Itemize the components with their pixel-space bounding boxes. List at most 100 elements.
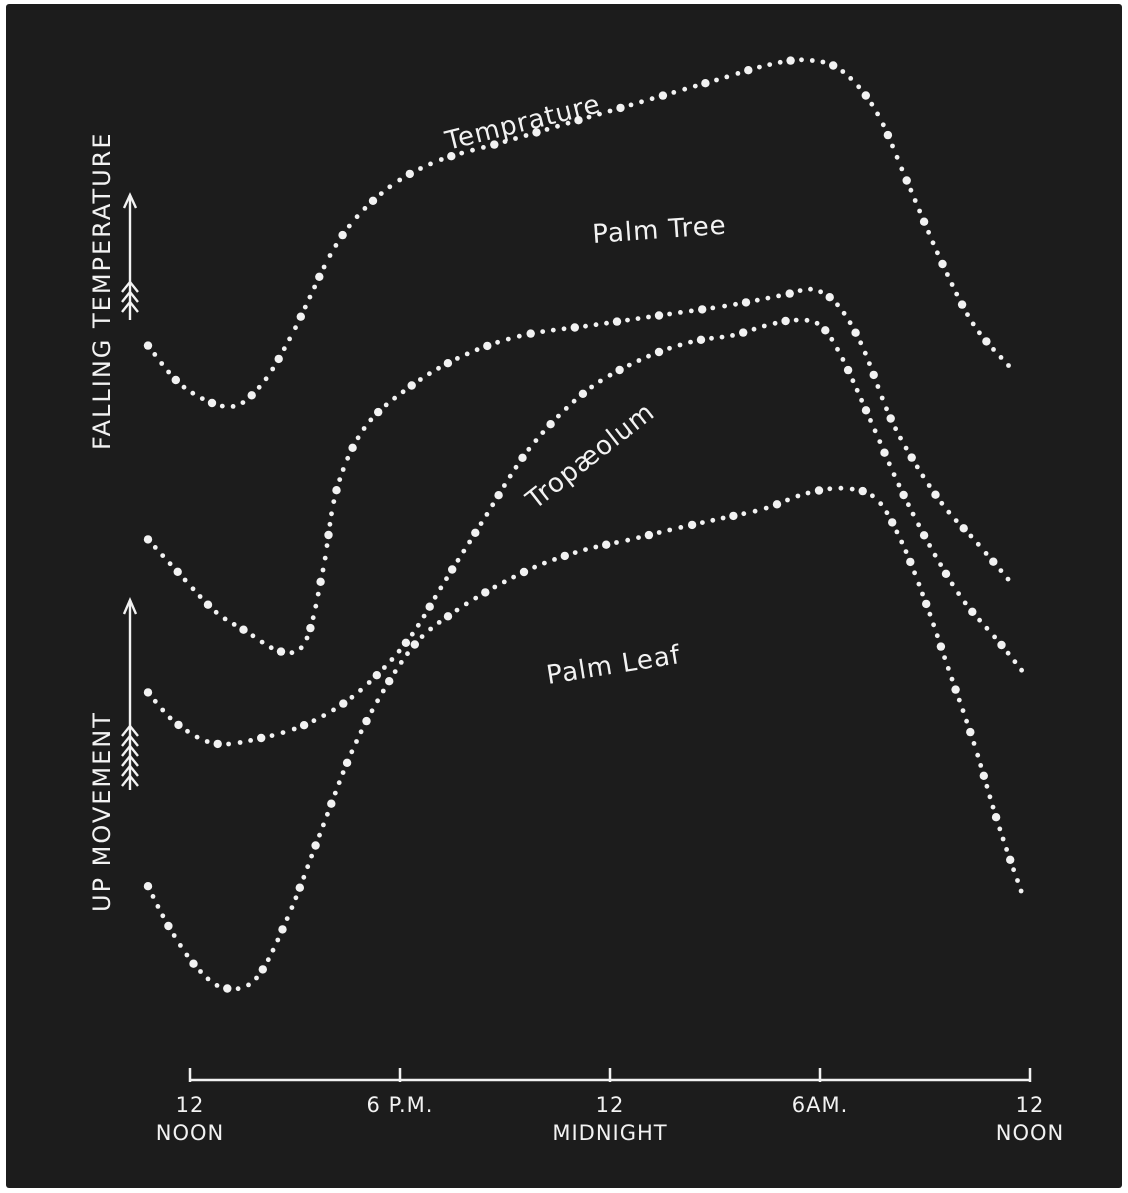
series-3-point xyxy=(342,758,352,767)
series-1-point xyxy=(953,518,959,523)
series-0-point xyxy=(362,206,368,211)
series-2-point xyxy=(814,320,820,326)
series-2-point xyxy=(906,502,911,508)
series-3-point xyxy=(246,982,251,988)
series-2-point xyxy=(415,622,421,628)
series-3-point xyxy=(184,952,190,958)
series-3-point xyxy=(984,783,990,789)
series-2-point xyxy=(540,430,546,435)
series-0-point xyxy=(658,91,668,100)
series-0-point xyxy=(405,169,414,179)
series-0-point xyxy=(368,196,378,205)
series-3-point xyxy=(927,611,933,617)
series-1-point xyxy=(879,395,885,401)
series-3-point xyxy=(254,975,259,981)
series-2-point xyxy=(615,365,624,375)
x-tick-sublabel-4: NOON xyxy=(996,1121,1064,1145)
series-0-point xyxy=(354,214,360,220)
series-1-point xyxy=(190,586,196,592)
series-0-point xyxy=(207,398,217,408)
series-2-point xyxy=(589,384,594,390)
series-3-point xyxy=(849,486,855,492)
series-1-point xyxy=(495,339,500,345)
series-2-point xyxy=(382,665,387,670)
series-0-point xyxy=(908,187,914,193)
series-2-point xyxy=(546,420,555,429)
series-2-point xyxy=(854,387,860,393)
series-1-point xyxy=(427,371,432,377)
series-0-point xyxy=(649,96,655,102)
series-0-point xyxy=(418,166,423,171)
series-3-point xyxy=(906,557,915,567)
series-1-point xyxy=(160,553,166,558)
series-2-point xyxy=(850,378,856,384)
series-3-point xyxy=(542,560,547,566)
series-2-point xyxy=(432,594,438,600)
series-label-palm-leaf: Palm Leaf xyxy=(544,640,682,691)
series-3-point xyxy=(978,763,984,768)
series-1-point xyxy=(322,555,328,561)
series-2-point xyxy=(646,353,651,359)
series-1-point xyxy=(483,341,492,351)
series-0-point xyxy=(490,140,499,149)
series-2-point xyxy=(877,439,883,444)
series-2-point xyxy=(280,730,286,735)
series-2-point xyxy=(563,406,569,411)
series-2-point xyxy=(968,607,977,616)
series-2-point xyxy=(513,464,519,470)
series-3-point xyxy=(971,741,977,746)
series-3-point xyxy=(305,864,311,870)
series-1-point xyxy=(654,311,664,320)
series-3-point xyxy=(532,564,537,570)
series-2-point xyxy=(919,531,929,540)
series-2-point xyxy=(571,398,577,404)
series-3-point xyxy=(920,591,925,597)
series-1-point xyxy=(167,561,173,567)
series-2-point xyxy=(421,613,427,619)
series-3-point xyxy=(1006,855,1015,864)
series-2-point xyxy=(372,671,381,680)
series-2-point xyxy=(872,428,878,434)
series-2-point xyxy=(861,406,871,415)
series-3-point xyxy=(987,794,993,800)
series-0-point xyxy=(166,369,172,375)
series-2-point xyxy=(299,721,309,730)
series-2-point xyxy=(821,326,830,335)
series-3-point xyxy=(321,822,326,828)
series-1-point xyxy=(858,340,864,346)
series-1-point xyxy=(989,557,998,566)
series-label-tropaeolum: Tropæolum xyxy=(520,397,661,516)
series-0-point xyxy=(544,126,550,132)
series-0-point xyxy=(945,272,950,277)
series-0-point xyxy=(287,336,292,342)
series-2-point xyxy=(409,631,415,637)
series-2-point xyxy=(494,491,503,500)
series-3-point xyxy=(362,716,371,726)
series-3-point xyxy=(349,749,355,755)
series-3-point xyxy=(656,530,662,535)
series-1-point xyxy=(231,622,237,627)
series-1-point xyxy=(946,509,952,515)
series-0-point xyxy=(263,376,269,382)
series-0-point xyxy=(970,321,976,327)
series-2-point xyxy=(204,739,210,744)
series-3-point xyxy=(354,739,359,744)
series-0-point xyxy=(869,101,875,107)
series-0-point xyxy=(327,253,333,258)
series-3-point xyxy=(301,874,307,880)
series-1-point xyxy=(884,406,889,412)
series-3-point xyxy=(198,969,203,974)
series-3-point xyxy=(795,493,801,499)
series-0-point xyxy=(315,272,324,281)
series-3-point xyxy=(1004,847,1009,852)
series-3-point xyxy=(419,634,425,639)
series-2-point xyxy=(185,728,190,734)
series-3-point xyxy=(501,579,507,585)
series-2-point xyxy=(438,585,444,591)
series-1-point xyxy=(808,286,813,292)
series-1-point xyxy=(361,426,367,431)
series-3-point xyxy=(155,904,161,909)
series-1-point xyxy=(345,455,351,461)
series-2-point xyxy=(389,657,395,662)
series-label-temperature: Temprature xyxy=(441,89,603,157)
